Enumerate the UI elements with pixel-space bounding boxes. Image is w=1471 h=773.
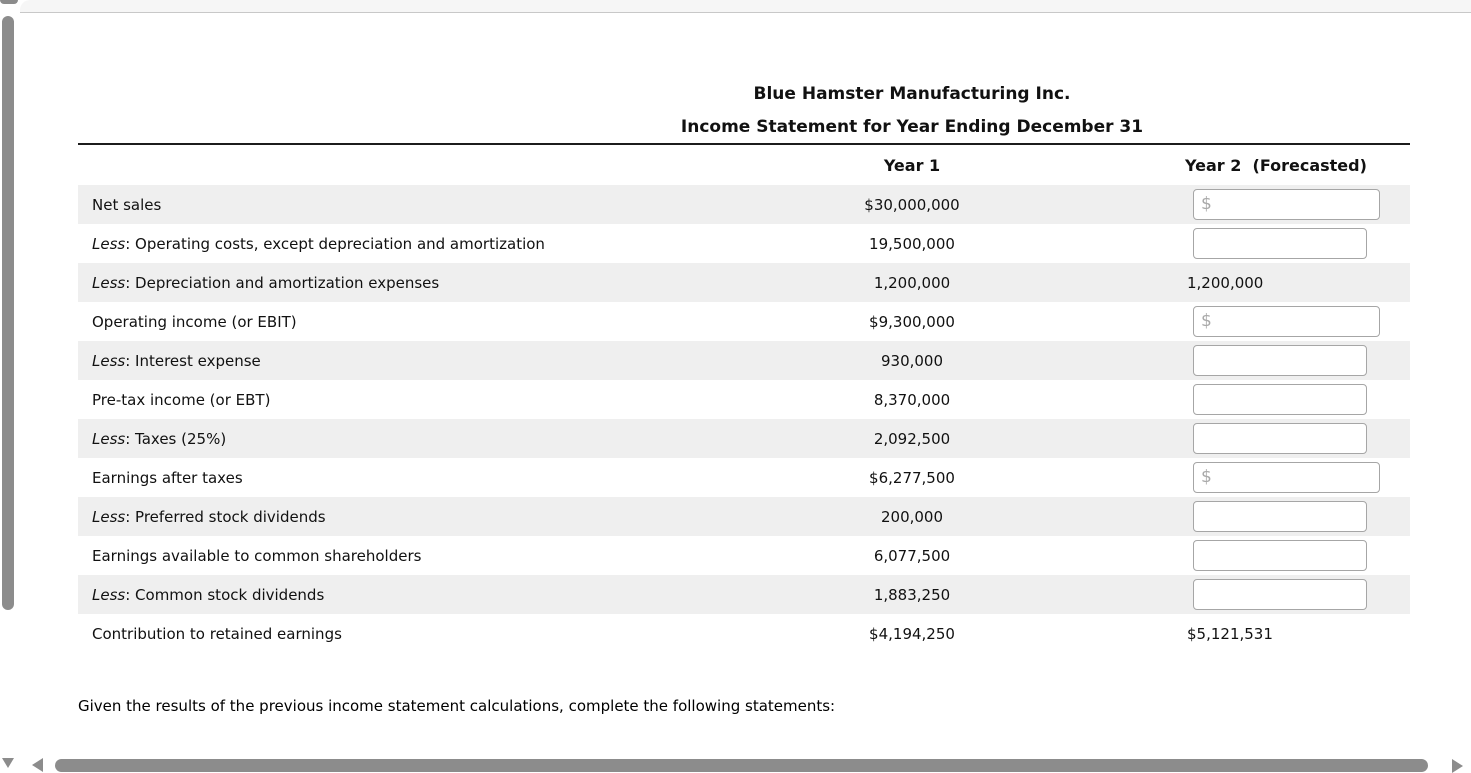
table-row: Pre-tax income (or EBT) 8,370,000 bbox=[78, 380, 1410, 419]
year2-input-net-sales[interactable] bbox=[1211, 190, 1379, 219]
table-row: Less: Common stock dividends 1,883,250 bbox=[78, 575, 1410, 614]
row-label: Operating income (or EBIT) bbox=[92, 312, 297, 331]
outer-scrollbar-fragment bbox=[0, 0, 18, 4]
less-prefix: Less bbox=[92, 429, 126, 448]
dollar-prefix: $ bbox=[1201, 467, 1212, 487]
year1-value: 930,000 bbox=[880, 351, 944, 370]
year2-input-interest-expense[interactable] bbox=[1194, 346, 1366, 375]
table-row: Less: Operating costs, except depreciati… bbox=[78, 224, 1410, 263]
year1-value: 200,000 bbox=[880, 507, 944, 526]
year2-input-taxes[interactable] bbox=[1194, 424, 1366, 453]
table-row: Contribution to retained earnings $4,194… bbox=[78, 614, 1410, 653]
year2-input-box: $ bbox=[1193, 189, 1380, 220]
year1-value: 19,500,000 bbox=[869, 234, 955, 253]
table-row: Earnings after taxes $6,277,500 $ bbox=[78, 458, 1410, 497]
row-label: Earnings after taxes bbox=[92, 468, 243, 487]
scroll-down-arrow-icon[interactable] bbox=[2, 758, 14, 768]
less-prefix: Less bbox=[92, 585, 126, 604]
year2-input-earnings-after-taxes[interactable] bbox=[1211, 463, 1379, 492]
row-label: : Interest expense bbox=[125, 351, 261, 370]
year2-input-box bbox=[1193, 501, 1367, 532]
year1-value: 2,092,500 bbox=[873, 429, 951, 448]
year1-value: 1,200,000 bbox=[873, 273, 951, 292]
year2-input-earnings-common[interactable] bbox=[1194, 541, 1366, 570]
row-label: : Depreciation and amortization expenses bbox=[125, 273, 440, 292]
column-header-year2: Year 2 (Forecasted) bbox=[1185, 155, 1367, 175]
table-row: Earnings available to common shareholder… bbox=[78, 536, 1410, 575]
income-statement-table: Year 1 Year 2 (Forecasted) Net sales $30… bbox=[78, 145, 1410, 653]
year2-input-box bbox=[1193, 579, 1367, 610]
less-prefix: Less bbox=[92, 273, 126, 292]
year2-input-common-dividends[interactable] bbox=[1194, 580, 1366, 609]
year2-input-operating-costs[interactable] bbox=[1194, 229, 1366, 258]
year2-input-pretax-income[interactable] bbox=[1194, 385, 1366, 414]
year2-input-box bbox=[1193, 540, 1367, 571]
year2-input-box bbox=[1193, 423, 1367, 454]
table-row: Less: Depreciation and amortization expe… bbox=[78, 263, 1410, 302]
scroll-left-arrow-icon[interactable] bbox=[32, 758, 43, 772]
year1-value: $9,300,000 bbox=[869, 312, 955, 331]
year2-input-box: $ bbox=[1193, 462, 1380, 493]
table-row: Less: Interest expense 930,000 bbox=[78, 341, 1410, 380]
table-row: Operating income (or EBIT) $9,300,000 $ bbox=[78, 302, 1410, 341]
year1-value: $30,000,000 bbox=[864, 195, 960, 214]
top-toolbar-edge bbox=[20, 0, 1471, 13]
table-row: Less: Preferred stock dividends 200,000 bbox=[78, 497, 1410, 536]
row-label: : Preferred stock dividends bbox=[125, 507, 326, 526]
table-header-row: Year 1 Year 2 (Forecasted) bbox=[78, 145, 1410, 185]
vertical-scrollbar-thumb[interactable] bbox=[2, 16, 14, 610]
year1-value: 1,883,250 bbox=[873, 585, 951, 604]
row-label: : Common stock dividends bbox=[125, 585, 325, 604]
header-rule bbox=[78, 143, 1410, 145]
year2-value: $5,121,531 bbox=[1187, 624, 1273, 643]
row-label: Net sales bbox=[92, 195, 162, 214]
year1-value: $6,277,500 bbox=[869, 468, 955, 487]
table-row: Net sales $30,000,000 $ bbox=[78, 185, 1410, 224]
company-name: Blue Hamster Manufacturing Inc. bbox=[753, 84, 1071, 104]
horizontal-scrollbar-thumb[interactable] bbox=[55, 759, 1428, 772]
row-label: Pre-tax income (or EBT) bbox=[92, 390, 271, 409]
year2-value: 1,200,000 bbox=[1187, 273, 1264, 292]
statement-title: Income Statement for Year Ending Decembe… bbox=[680, 117, 1144, 137]
less-prefix: Less bbox=[92, 507, 126, 526]
year2-input-box: $ bbox=[1193, 306, 1380, 337]
year1-value: $4,194,250 bbox=[869, 624, 955, 643]
year2-input-box bbox=[1193, 345, 1367, 376]
year2-input-preferred-dividends[interactable] bbox=[1194, 502, 1366, 531]
table-row: Less: Taxes (25%) 2,092,500 bbox=[78, 419, 1410, 458]
column-header-year1: Year 1 bbox=[883, 155, 941, 175]
dollar-prefix: $ bbox=[1201, 311, 1212, 331]
dollar-prefix: $ bbox=[1201, 194, 1212, 214]
year2-input-operating-income[interactable] bbox=[1211, 307, 1379, 336]
year1-value: 6,077,500 bbox=[873, 546, 951, 565]
row-label: Contribution to retained earnings bbox=[92, 624, 342, 643]
year1-value: 8,370,000 bbox=[873, 390, 951, 409]
less-prefix: Less bbox=[92, 234, 126, 253]
year2-input-box bbox=[1193, 384, 1367, 415]
scroll-right-arrow-icon[interactable] bbox=[1452, 759, 1463, 773]
row-label: : Taxes (25%) bbox=[125, 429, 227, 448]
row-label: : Operating costs, except depreciation a… bbox=[125, 234, 545, 253]
instruction-text: Given the results of the previous income… bbox=[78, 697, 836, 715]
less-prefix: Less bbox=[92, 351, 126, 370]
row-label: Earnings available to common shareholder… bbox=[92, 546, 422, 565]
year2-input-box bbox=[1193, 228, 1367, 259]
